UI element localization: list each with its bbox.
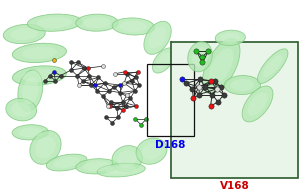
Ellipse shape xyxy=(209,48,233,84)
Ellipse shape xyxy=(76,14,118,31)
Ellipse shape xyxy=(22,69,57,82)
Ellipse shape xyxy=(53,157,80,168)
Ellipse shape xyxy=(12,43,66,63)
Ellipse shape xyxy=(18,70,43,112)
Ellipse shape xyxy=(142,143,161,160)
Ellipse shape xyxy=(22,47,57,59)
Ellipse shape xyxy=(18,127,42,137)
Ellipse shape xyxy=(242,86,273,122)
Ellipse shape xyxy=(3,24,45,44)
Ellipse shape xyxy=(105,166,137,175)
Ellipse shape xyxy=(188,42,212,72)
Ellipse shape xyxy=(221,33,240,43)
Ellipse shape xyxy=(258,49,288,84)
Ellipse shape xyxy=(11,102,31,117)
Ellipse shape xyxy=(149,27,166,49)
Ellipse shape xyxy=(97,163,145,177)
Ellipse shape xyxy=(263,55,283,77)
Ellipse shape xyxy=(136,138,167,164)
Text: D168: D168 xyxy=(155,140,186,150)
Ellipse shape xyxy=(12,125,48,140)
Ellipse shape xyxy=(215,30,245,45)
Ellipse shape xyxy=(248,92,268,116)
Ellipse shape xyxy=(120,21,147,32)
Ellipse shape xyxy=(112,146,142,172)
Ellipse shape xyxy=(76,159,118,174)
Ellipse shape xyxy=(11,28,38,40)
Ellipse shape xyxy=(27,14,82,31)
Ellipse shape xyxy=(83,17,111,28)
Ellipse shape xyxy=(35,136,56,158)
Ellipse shape xyxy=(30,131,61,164)
Text: V168: V168 xyxy=(220,181,249,189)
Ellipse shape xyxy=(12,66,66,85)
Ellipse shape xyxy=(6,98,37,121)
Ellipse shape xyxy=(192,47,208,67)
Ellipse shape xyxy=(152,48,175,73)
Ellipse shape xyxy=(46,154,87,171)
Ellipse shape xyxy=(202,39,240,94)
Ellipse shape xyxy=(144,21,171,54)
Ellipse shape xyxy=(156,52,171,69)
Ellipse shape xyxy=(231,79,254,91)
Ellipse shape xyxy=(117,150,137,167)
Ellipse shape xyxy=(37,17,72,28)
Ellipse shape xyxy=(224,76,261,94)
Ellipse shape xyxy=(83,161,111,171)
Bar xyxy=(171,42,298,178)
Ellipse shape xyxy=(112,18,155,35)
Bar xyxy=(147,64,194,136)
Ellipse shape xyxy=(22,77,38,104)
